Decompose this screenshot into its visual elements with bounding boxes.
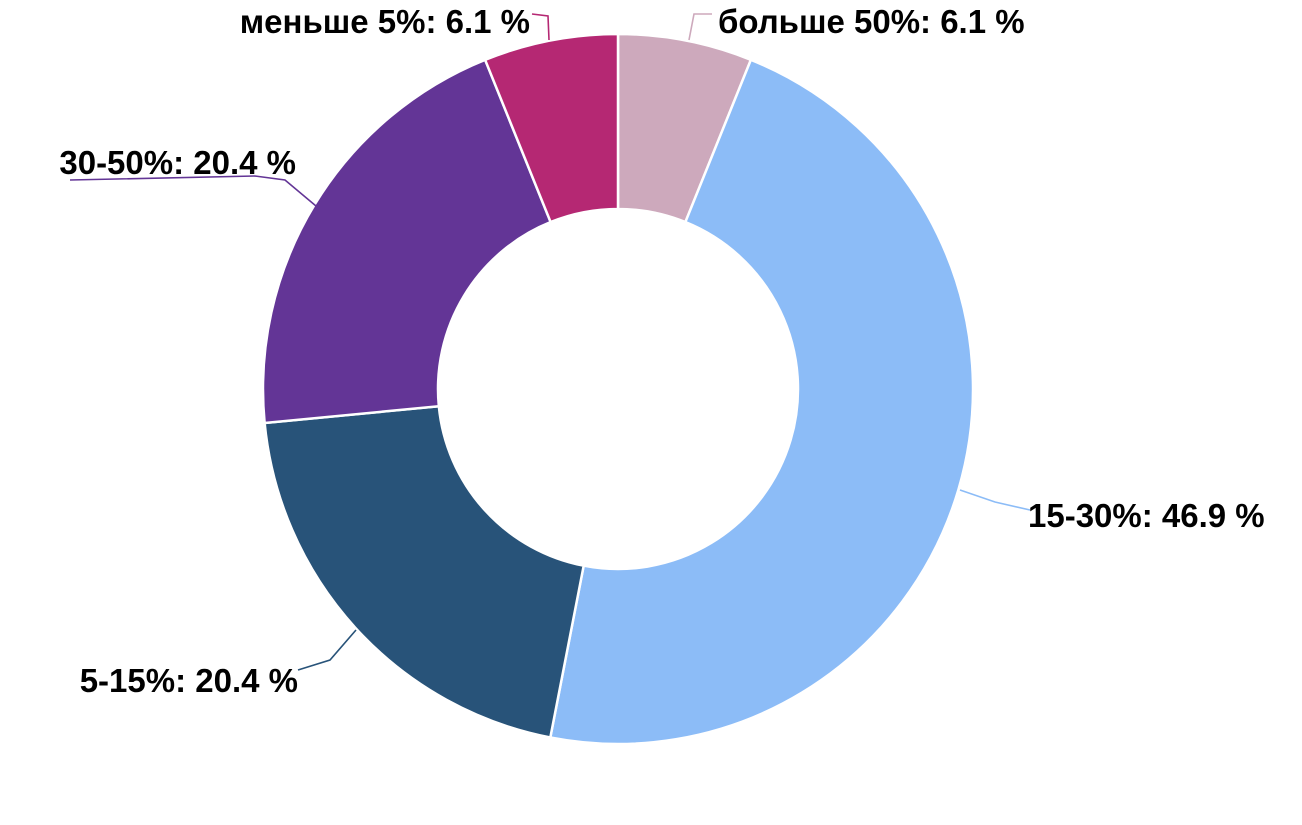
labels-group: больше 50%: 6.1 % 15-30%: 46.9 % 5-15%: 20… [59, 3, 1264, 699]
slice-label-меньше-5: меньше 5%: 6.1 % [240, 3, 530, 40]
donut-slice-15-30 [548, 58, 975, 746]
donut-slice-меньше-5 [483, 32, 620, 224]
donut-slice-30-50 [261, 58, 553, 425]
leader-line-больше-50 [688, 13, 712, 41]
leader-line-5-15 [297, 629, 357, 671]
slice-label-5-15: 5-15%: 20.4 % [80, 662, 298, 699]
donut-slice-5-15 [263, 404, 586, 739]
leader-line-15-30 [959, 489, 1031, 511]
slices-group [261, 32, 975, 746]
leader-line-30-50 [69, 175, 317, 207]
slice-label-больше-50: больше 50%: 6.1 % [718, 3, 1025, 40]
slice-label-30-50: 30-50%: 20.4 % [59, 144, 296, 181]
leader-line-меньше-5 [531, 13, 550, 41]
slice-label-15-30: 15-30%: 46.9 % [1028, 497, 1265, 534]
leader-lines-group [69, 13, 1031, 671]
